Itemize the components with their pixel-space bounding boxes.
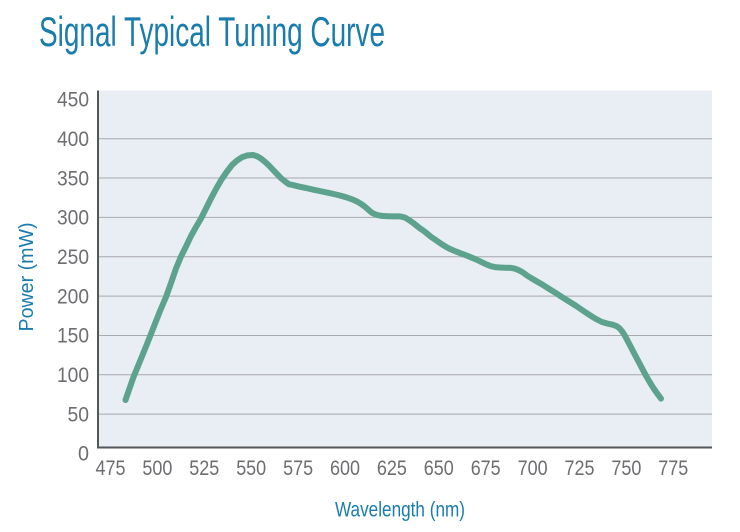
svg-text:475: 475 bbox=[96, 457, 126, 480]
svg-text:150: 150 bbox=[57, 325, 89, 348]
svg-text:525: 525 bbox=[189, 457, 219, 480]
svg-text:Wavelength (nm): Wavelength (nm) bbox=[335, 499, 465, 522]
svg-text:0: 0 bbox=[78, 443, 89, 466]
svg-text:50: 50 bbox=[68, 403, 90, 426]
svg-text:Signal Typical Tuning Curve: Signal Typical Tuning Curve bbox=[39, 8, 385, 55]
svg-text:350: 350 bbox=[57, 167, 89, 190]
svg-text:650: 650 bbox=[424, 457, 454, 480]
svg-text:300: 300 bbox=[57, 207, 89, 230]
svg-text:200: 200 bbox=[57, 285, 89, 308]
svg-text:450: 450 bbox=[57, 89, 89, 112]
svg-text:Power (mW): Power (mW) bbox=[16, 223, 38, 332]
svg-text:550: 550 bbox=[236, 457, 266, 480]
svg-text:500: 500 bbox=[142, 457, 172, 480]
svg-text:700: 700 bbox=[518, 457, 548, 480]
svg-text:600: 600 bbox=[330, 457, 360, 480]
svg-text:750: 750 bbox=[611, 457, 641, 480]
svg-text:400: 400 bbox=[57, 128, 89, 151]
svg-text:575: 575 bbox=[283, 457, 313, 480]
svg-text:725: 725 bbox=[565, 457, 595, 480]
svg-text:675: 675 bbox=[471, 457, 501, 480]
svg-text:775: 775 bbox=[658, 457, 688, 480]
svg-text:100: 100 bbox=[57, 364, 89, 387]
svg-text:625: 625 bbox=[377, 457, 407, 480]
svg-text:250: 250 bbox=[57, 246, 89, 269]
